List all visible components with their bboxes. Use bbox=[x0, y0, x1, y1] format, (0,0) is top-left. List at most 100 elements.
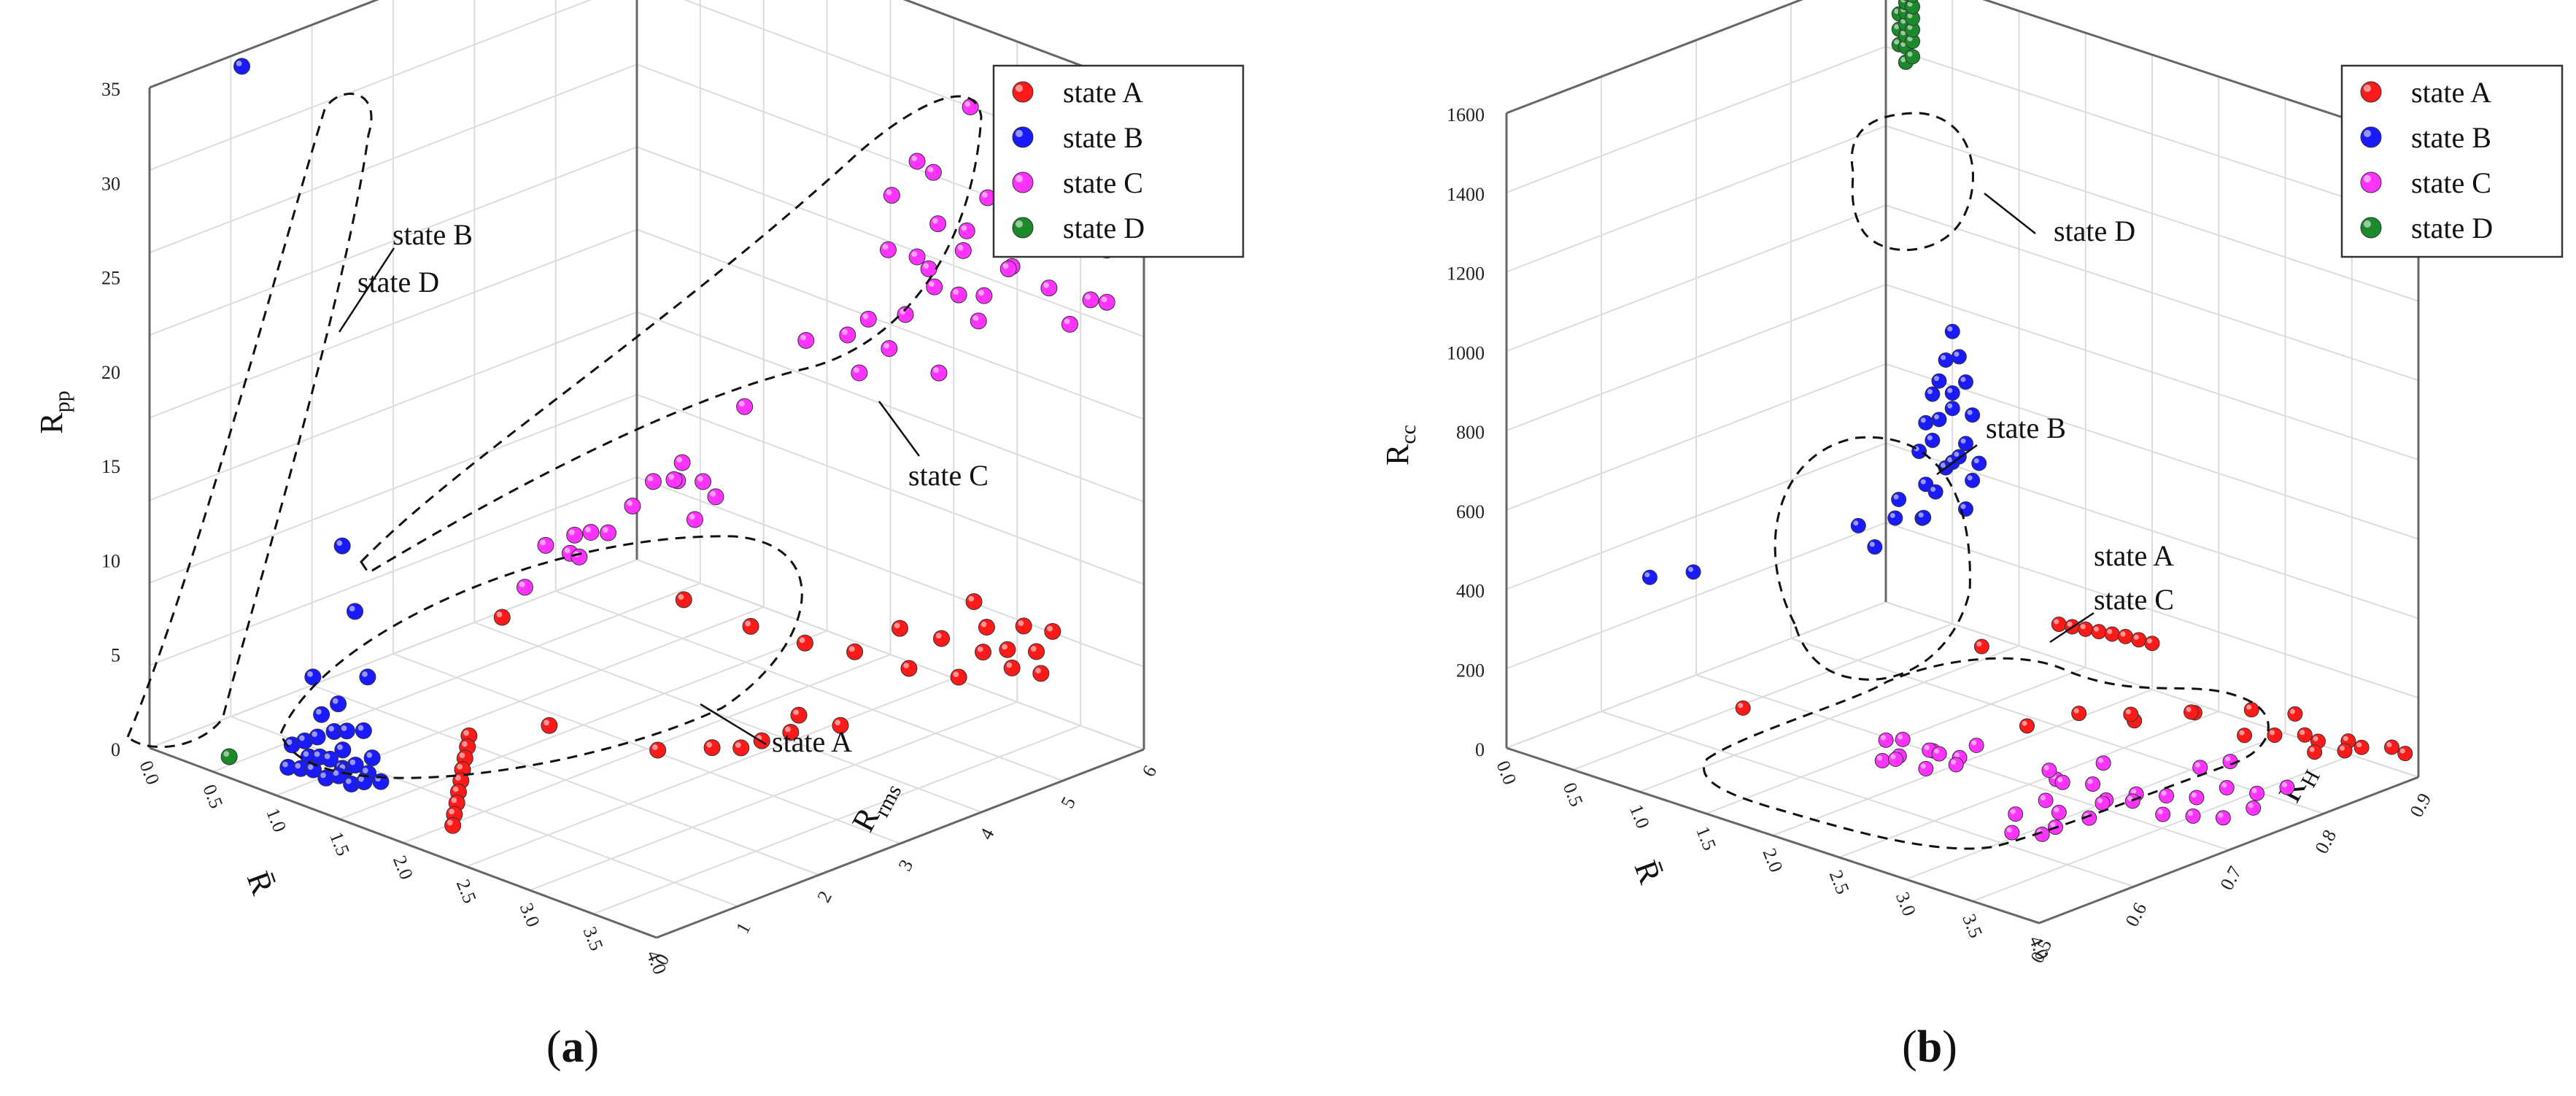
data-point-highlight bbox=[564, 547, 570, 554]
data-point-state-a bbox=[2337, 743, 2353, 759]
data-point-highlight bbox=[2022, 720, 2027, 726]
data-point-highlight bbox=[1967, 409, 1973, 415]
x-tick-label: 0.0 bbox=[135, 757, 163, 787]
data-point-highlight bbox=[2269, 730, 2275, 736]
legend: state A state B state C state D bbox=[2340, 64, 2564, 258]
data-point-highlight bbox=[1907, 51, 1913, 57]
data-point-state-a bbox=[1044, 622, 1061, 640]
y-tick-label: 1 bbox=[732, 919, 755, 937]
data-point-state-c bbox=[851, 364, 868, 382]
gridline bbox=[1601, 711, 2135, 887]
x-tick-label: 1.5 bbox=[1692, 823, 1720, 853]
x-tick-group: 1.5 bbox=[1692, 823, 1720, 853]
legend-marker bbox=[2360, 81, 2382, 103]
data-point-state-a bbox=[2297, 727, 2313, 743]
data-point-state-b bbox=[1965, 472, 1981, 488]
panel-label-open: ( bbox=[1902, 1022, 1917, 1072]
data-point-highlight bbox=[854, 367, 859, 374]
data-point-highlight bbox=[307, 764, 314, 771]
legend-marker bbox=[2360, 217, 2382, 239]
data-point-state-b bbox=[359, 668, 376, 686]
data-point-highlight bbox=[745, 620, 751, 627]
data-point-state-c bbox=[2219, 780, 2235, 796]
data-point-highlight bbox=[2188, 811, 2194, 817]
z-axis-label: Rpp bbox=[34, 390, 74, 433]
data-point-state-c bbox=[1948, 757, 1964, 773]
data-point-highlight bbox=[1644, 572, 1650, 578]
data-point-state-b bbox=[1938, 352, 1954, 368]
data-point-highlight bbox=[932, 217, 938, 224]
data-point-state-c bbox=[1874, 752, 1890, 768]
data-point-highlight bbox=[1853, 520, 1859, 526]
data-point-state-a bbox=[444, 817, 462, 834]
y-axis-label: RH bbox=[2272, 758, 2325, 810]
z-tick-label: 20 bbox=[101, 362, 120, 383]
data-point-state-a bbox=[2078, 621, 2094, 637]
data-point-state-c bbox=[1040, 279, 1058, 297]
z-tick-label: 400 bbox=[1456, 581, 1485, 602]
data-point-state-a bbox=[2131, 632, 2147, 648]
data-point-state-b bbox=[1971, 455, 1987, 471]
data-point-highlight bbox=[1043, 282, 1049, 288]
data-point-highlight bbox=[1941, 463, 1946, 468]
data-point-state-b bbox=[1951, 349, 1967, 365]
data-point-state-c bbox=[883, 187, 900, 204]
data-point-state-d bbox=[1905, 49, 1920, 65]
data-point-state-a bbox=[2091, 624, 2107, 640]
data-point-highlight bbox=[358, 776, 365, 782]
data-point-state-a bbox=[493, 609, 511, 626]
data-point-highlight bbox=[1920, 417, 1926, 423]
data-point-highlight bbox=[1006, 662, 1013, 668]
data-point-highlight bbox=[1738, 703, 1744, 709]
data-point-highlight bbox=[2043, 765, 2049, 771]
data-point-state-b bbox=[1944, 401, 1960, 417]
data-point-highlight bbox=[980, 621, 987, 628]
data-point-state-a bbox=[732, 739, 750, 757]
x-tick-group: 0.5 bbox=[1559, 779, 1587, 809]
gridline bbox=[1506, 204, 1887, 352]
annotation-label: state C bbox=[908, 459, 989, 492]
data-point-highlight bbox=[463, 730, 469, 736]
legend-marker bbox=[1012, 126, 1034, 148]
data-point-state-a bbox=[2384, 739, 2399, 755]
x-tick-group: 2.5 bbox=[452, 876, 481, 906]
data-point-highlight bbox=[2340, 745, 2345, 751]
data-point-highlight bbox=[647, 476, 654, 482]
data-point-highlight bbox=[2041, 795, 2046, 800]
gridline bbox=[636, 311, 1145, 503]
legend-box bbox=[992, 64, 1245, 258]
cluster-outline-state-d bbox=[1850, 112, 1974, 252]
data-point-state-a bbox=[846, 643, 864, 660]
data-point-state-c bbox=[881, 340, 898, 358]
data-point-state-a bbox=[2123, 706, 2139, 722]
y-axis-label: Rrms bbox=[845, 773, 906, 840]
data-point-highlight bbox=[1960, 438, 1966, 444]
top-edge bbox=[1506, 0, 1804, 115]
panel-label-open: ( bbox=[546, 1022, 562, 1072]
y-tick-label: 3 bbox=[894, 856, 918, 874]
data-point-highlight bbox=[964, 101, 971, 107]
data-point-highlight bbox=[2218, 812, 2224, 818]
data-point-state-b bbox=[1918, 414, 1934, 431]
data-point-state-c bbox=[1878, 732, 1894, 748]
gridline bbox=[1506, 125, 1887, 273]
data-point-highlight bbox=[2251, 788, 2257, 794]
cluster-outline-state-b bbox=[126, 93, 373, 749]
data-point-state-c bbox=[2054, 774, 2070, 790]
data-point-highlight bbox=[362, 671, 368, 677]
data-point-state-b bbox=[1958, 374, 1973, 390]
data-point-highlight bbox=[968, 595, 975, 602]
data-point-highlight bbox=[286, 739, 293, 745]
y-tick-label: 0.6 bbox=[2121, 899, 2151, 930]
data-point-state-b bbox=[1944, 323, 1960, 339]
gridline bbox=[1506, 284, 1887, 431]
z-tick-label: 1400 bbox=[1447, 184, 1485, 205]
legend-marker-highlight bbox=[2364, 220, 2371, 228]
data-point-state-c bbox=[1887, 751, 1903, 767]
data-point-state-c bbox=[2038, 792, 2054, 809]
data-point-state-c bbox=[2095, 755, 2111, 771]
z-tick-label: 800 bbox=[1456, 422, 1485, 443]
gridline bbox=[1506, 442, 1887, 590]
data-point-state-b bbox=[1925, 432, 1941, 448]
data-point-state-a bbox=[950, 668, 967, 686]
